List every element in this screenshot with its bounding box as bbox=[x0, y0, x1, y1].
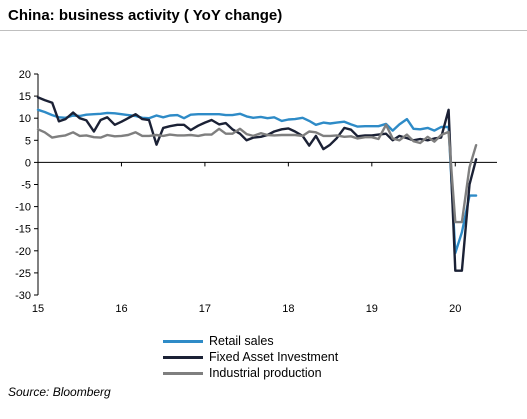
legend-label-retail-sales: Retail sales bbox=[209, 334, 274, 348]
y-tick-label: -25 bbox=[15, 268, 31, 280]
legend-item-fixed-asset-investment: Fixed Asset Investment bbox=[163, 349, 338, 365]
y-tick-label: 15 bbox=[19, 91, 31, 103]
x-tick-label: 16 bbox=[115, 303, 127, 315]
series-line-retail-sales bbox=[36, 108, 478, 255]
legend-item-industrial-production: Industrial production bbox=[163, 365, 338, 381]
y-tick-label: -5 bbox=[21, 180, 31, 192]
x-tick-label: 20 bbox=[449, 303, 461, 315]
series-line-industrial-production bbox=[36, 123, 478, 224]
y-axis: 20 15 10 5 0 -5 -10 -15 -20 -25 -30 bbox=[15, 69, 39, 302]
y-tick-label: -30 bbox=[15, 290, 31, 302]
legend-swatch-retail-sales bbox=[163, 339, 203, 343]
y-tick-label: 20 bbox=[19, 69, 31, 81]
series-layer bbox=[36, 96, 478, 272]
x-tick-label: 18 bbox=[282, 303, 294, 315]
y-tick-label: 0 bbox=[25, 157, 31, 169]
x-tick-label: 19 bbox=[366, 303, 378, 315]
x-axis: 15 16 17 18 19 20 bbox=[32, 161, 497, 315]
legend: Retail sales Fixed Asset Investment Indu… bbox=[163, 333, 338, 381]
legend-item-retail-sales: Retail sales bbox=[163, 333, 338, 349]
x-tick-label: 17 bbox=[199, 303, 211, 315]
legend-swatch-industrial-production bbox=[163, 371, 203, 375]
legend-label-industrial-production: Industrial production bbox=[209, 366, 322, 380]
title-divider bbox=[0, 30, 527, 31]
y-tick-label: -15 bbox=[15, 224, 31, 236]
y-tick-label: 5 bbox=[25, 135, 31, 147]
line-chart: 20 15 10 5 0 -5 -10 -15 -20 -25 -30 15 16 17 18 19 20 bbox=[15, 69, 497, 315]
y-tick-label: -20 bbox=[15, 246, 31, 258]
legend-swatch-fixed-asset-investment bbox=[163, 355, 203, 359]
x-tick-label: 15 bbox=[32, 303, 44, 315]
legend-label-fixed-asset-investment: Fixed Asset Investment bbox=[209, 350, 339, 364]
chart-title: China: business activity ( YoY change) bbox=[8, 7, 283, 24]
y-tick-label: -10 bbox=[15, 202, 31, 214]
y-tick-label: 10 bbox=[19, 113, 31, 125]
source-note: Source: Bloomberg bbox=[8, 385, 111, 399]
